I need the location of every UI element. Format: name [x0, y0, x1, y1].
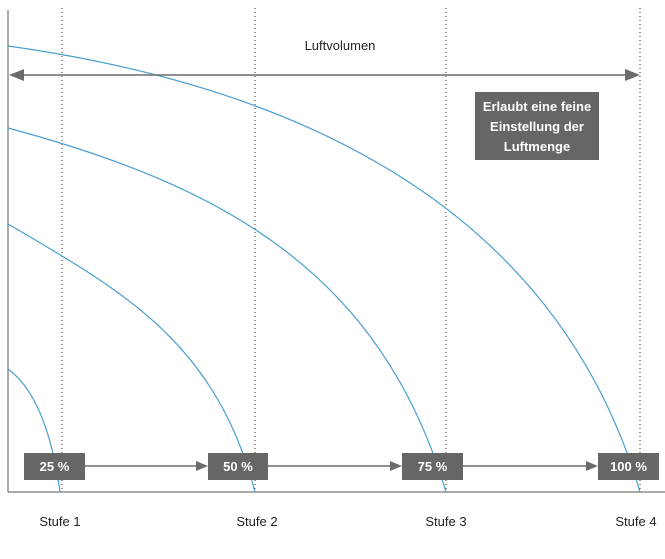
stage-label-1: Stufe 1	[39, 514, 80, 529]
note-line-2: Einstellung der	[490, 119, 584, 134]
note-box	[475, 92, 599, 160]
range-arrow-left-head	[9, 69, 24, 81]
note-line-3: Luftmenge	[504, 139, 570, 154]
curve-stage-2	[7, 223, 256, 493]
percent-label-100: 100 %	[610, 459, 647, 474]
step-arrow-3-head	[586, 461, 598, 471]
stage-label-3: Stufe 3	[425, 514, 466, 529]
range-arrow-right-head	[625, 69, 640, 81]
step-arrow-1-head	[196, 461, 208, 471]
percent-box-75	[402, 453, 463, 480]
curve-stage-4	[7, 45, 641, 493]
title: Luftvolumen	[305, 38, 376, 53]
percent-label-50: 50 %	[223, 459, 253, 474]
curve-stage-3	[7, 127, 447, 493]
note-line-1: Erlaubt eine feine	[483, 99, 591, 114]
percent-label-25: 25 %	[40, 459, 70, 474]
stage-label-4: Stufe 4	[615, 514, 656, 529]
step-arrow-2-head	[390, 461, 402, 471]
stage-label-2: Stufe 2	[236, 514, 277, 529]
percent-box-50	[208, 453, 268, 480]
percent-label-75: 75 %	[418, 459, 448, 474]
percent-box-25	[24, 453, 85, 480]
percent-box-100	[598, 453, 659, 480]
